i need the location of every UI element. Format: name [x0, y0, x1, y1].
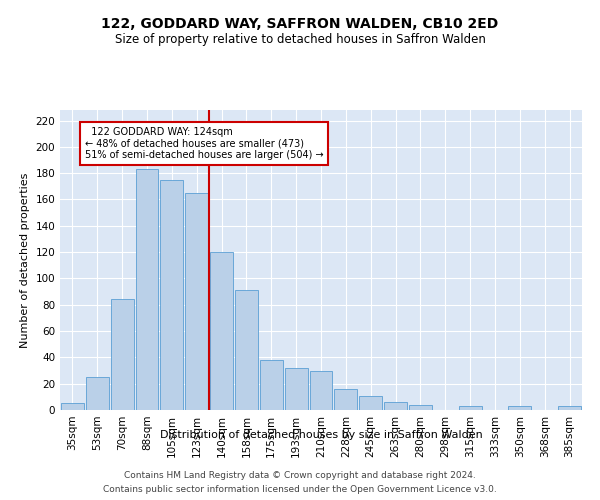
Bar	[235, 290, 258, 410]
Text: Contains HM Land Registry data © Crown copyright and database right 2024.: Contains HM Land Registry data © Crown c…	[124, 472, 476, 480]
Bar	[409, 404, 432, 410]
Bar	[86, 377, 109, 410]
Text: Contains public sector information licensed under the Open Government Licence v3: Contains public sector information licen…	[103, 484, 497, 494]
Bar	[111, 300, 134, 410]
Text: Distribution of detached houses by size in Saffron Walden: Distribution of detached houses by size …	[160, 430, 482, 440]
Bar	[359, 396, 382, 410]
Bar	[61, 404, 84, 410]
Bar	[384, 402, 407, 410]
Bar	[334, 389, 357, 410]
Bar	[260, 360, 283, 410]
Y-axis label: Number of detached properties: Number of detached properties	[20, 172, 30, 348]
Text: 122, GODDARD WAY, SAFFRON WALDEN, CB10 2ED: 122, GODDARD WAY, SAFFRON WALDEN, CB10 2…	[101, 18, 499, 32]
Bar	[160, 180, 183, 410]
Bar	[558, 406, 581, 410]
Bar	[459, 406, 482, 410]
Text: Size of property relative to detached houses in Saffron Walden: Size of property relative to detached ho…	[115, 32, 485, 46]
Bar	[310, 370, 332, 410]
Bar	[210, 252, 233, 410]
Text: 122 GODDARD WAY: 124sqm
← 48% of detached houses are smaller (473)
51% of semi-d: 122 GODDARD WAY: 124sqm ← 48% of detache…	[85, 127, 323, 160]
Bar	[285, 368, 308, 410]
Bar	[136, 169, 158, 410]
Bar	[185, 193, 208, 410]
Bar	[508, 406, 531, 410]
